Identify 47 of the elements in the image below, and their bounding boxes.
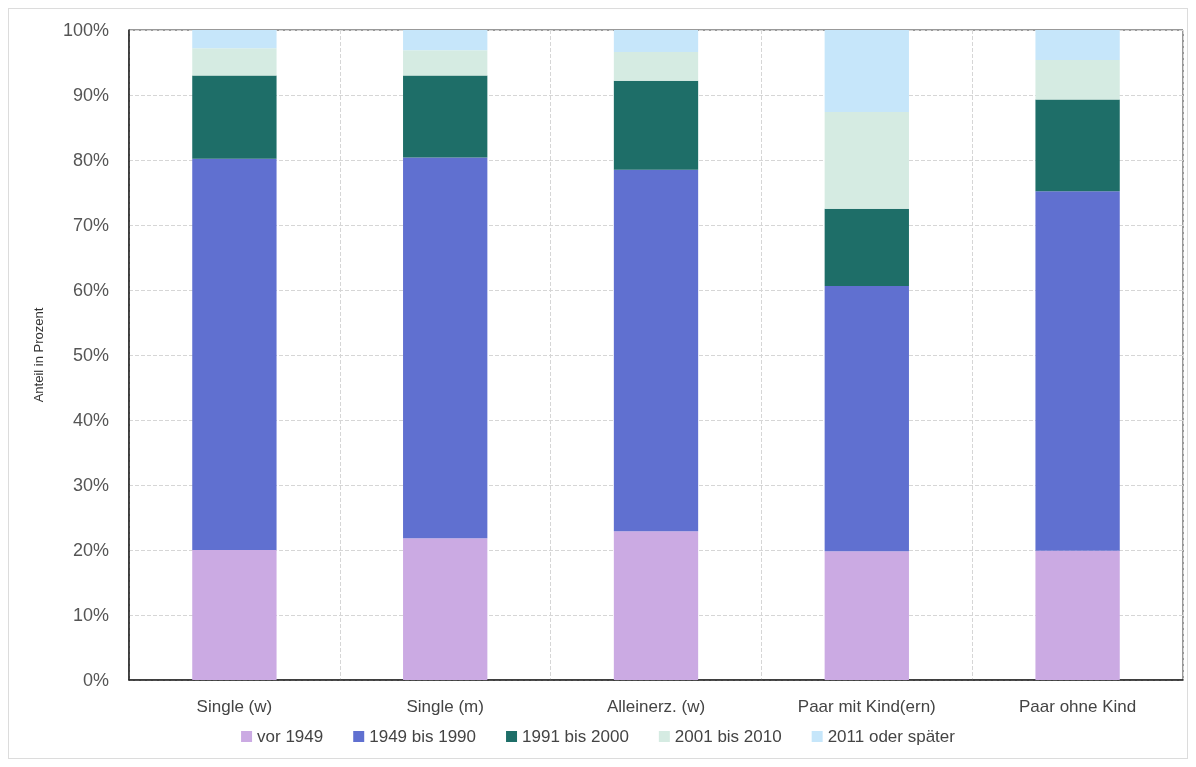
- bar: [192, 75, 277, 159]
- bar: [192, 550, 277, 680]
- x-tick-label: Alleinerz. (w): [606, 697, 706, 716]
- y-tick-label: 100%: [62, 20, 109, 40]
- y-tick-label: 20%: [72, 540, 109, 560]
- y-tick-label: 40%: [72, 410, 109, 430]
- bar: [192, 30, 277, 49]
- bar: [192, 158, 277, 550]
- bar: [613, 30, 699, 53]
- legend-label: 1949 bis 1990: [369, 727, 477, 746]
- bar: [1035, 550, 1120, 680]
- bar: [613, 169, 699, 532]
- y-tick-label: 80%: [72, 150, 109, 170]
- bar: [403, 30, 488, 51]
- bar: [192, 48, 277, 76]
- bar: [824, 208, 909, 287]
- y-tick-label: 70%: [72, 215, 109, 235]
- bar: [403, 157, 488, 539]
- bar: [824, 551, 909, 680]
- y-tick-label: 50%: [72, 345, 109, 365]
- y-axis-title: Anteil in Prozent: [31, 307, 46, 403]
- y-tick-label: 60%: [72, 280, 109, 300]
- y-tick-label: 30%: [72, 475, 109, 495]
- bar: [824, 111, 909, 209]
- y-tick-label: 10%: [72, 605, 109, 625]
- bar: [613, 531, 699, 680]
- bar: [613, 80, 699, 170]
- x-tick-label: Paar ohne Kind: [1019, 697, 1137, 716]
- bar: [1035, 99, 1120, 192]
- bar: [1035, 30, 1120, 60]
- y-tick-label: 90%: [72, 85, 109, 105]
- bar: [613, 52, 699, 81]
- bar: [403, 75, 488, 158]
- legend-label: 1991 bis 2000: [522, 727, 629, 746]
- x-tick-label: Single (m): [406, 697, 484, 716]
- bar: [824, 30, 909, 112]
- legend-label: 2011 oder später: [827, 727, 956, 746]
- x-tick-label: Paar mit Kind(ern): [797, 697, 936, 716]
- y-tick-label: 0%: [82, 670, 109, 690]
- bar: [824, 286, 909, 552]
- bar: [1035, 191, 1120, 551]
- bar: [1035, 59, 1120, 100]
- legend-label: 2001 bis 2010: [674, 727, 782, 746]
- legend-label: vor 1949: [257, 727, 324, 746]
- x-tick-label: Single (w): [196, 697, 273, 716]
- bar: [403, 50, 488, 76]
- bar: [403, 538, 488, 680]
